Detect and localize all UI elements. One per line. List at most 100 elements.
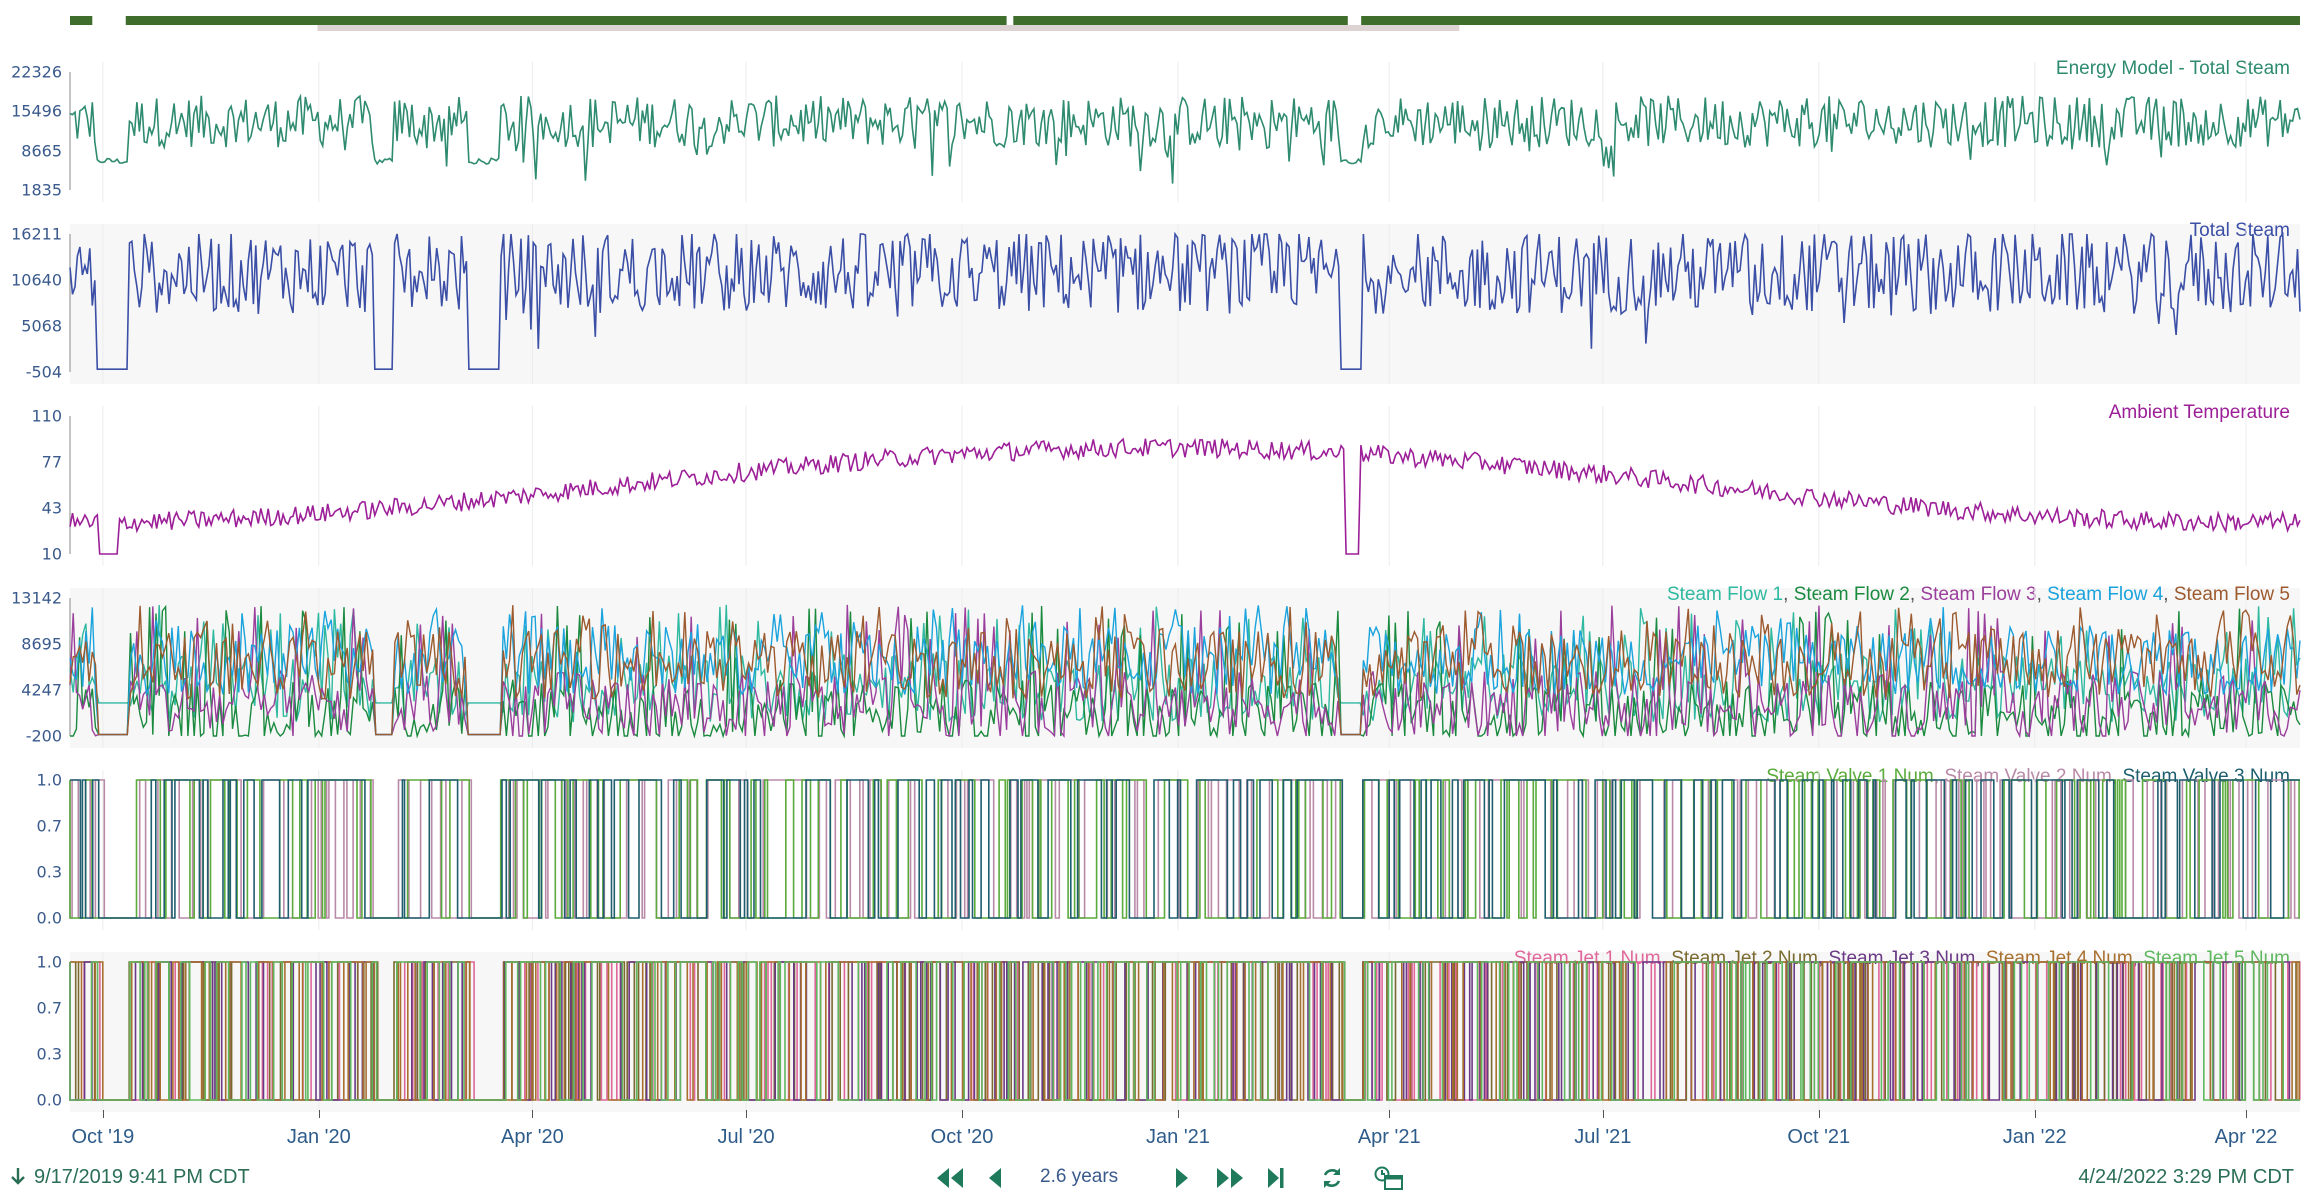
clock-window-icon bbox=[1374, 1166, 1403, 1190]
x-tick-label: Oct '19 bbox=[71, 1126, 135, 1148]
x-tick-mark bbox=[1389, 1110, 1391, 1118]
chart-panel-energy-model[interactable]: 22326 15496 8665 1835 Energy Model - Total S… bbox=[0, 58, 2304, 202]
jump-to-end-button[interactable] bbox=[1264, 1164, 1288, 1192]
x-tick-mark bbox=[1818, 1110, 1820, 1118]
x-tick-mark bbox=[1177, 1110, 1179, 1118]
x-tick-mark bbox=[746, 1110, 748, 1118]
x-tick-mark bbox=[532, 1110, 534, 1118]
skip-to-end-icon bbox=[1268, 1168, 1284, 1188]
plot-area[interactable] bbox=[69, 224, 2301, 384]
plot-area[interactable] bbox=[69, 62, 2301, 202]
step-back-button[interactable] bbox=[982, 1164, 1008, 1192]
legend-item[interactable]: Steam Flow 1 bbox=[1666, 584, 1784, 605]
timezone-button[interactable] bbox=[1372, 1164, 1406, 1192]
y-tick-label: 1835 bbox=[21, 180, 62, 200]
step-forward-fast-button[interactable] bbox=[1212, 1164, 1248, 1192]
legend-item[interactable]: Steam Flow 5 bbox=[2173, 584, 2290, 605]
legend-separator: , bbox=[1975, 948, 1986, 969]
plot-area[interactable] bbox=[69, 770, 2300, 930]
plot-area[interactable] bbox=[69, 588, 2301, 748]
x-tick-label: Apr '20 bbox=[501, 1126, 564, 1148]
plot-area[interactable] bbox=[69, 952, 2301, 1112]
legend-separator: , bbox=[1660, 948, 1672, 969]
y-tick-label: 0.3 bbox=[36, 1044, 62, 1064]
y-tick-label: 10640 bbox=[11, 270, 62, 290]
x-tick-label: Jan '20 bbox=[286, 1126, 351, 1148]
y-tick-label: 0.0 bbox=[36, 908, 62, 928]
y-tick-label: -504 bbox=[25, 362, 62, 382]
x-tick-label: Jan '22 bbox=[2002, 1126, 2067, 1148]
y-tick-label: 8695 bbox=[21, 634, 62, 654]
overview-window-handle[interactable] bbox=[317, 25, 1460, 31]
down-arrow-icon bbox=[11, 1168, 25, 1185]
legend-separator: , bbox=[2111, 766, 2123, 787]
y-tick-label: 0.0 bbox=[36, 1090, 62, 1110]
y-tick-label: 5068 bbox=[21, 316, 62, 336]
y-tick-label: 0.7 bbox=[36, 998, 62, 1018]
x-tick-mark bbox=[962, 1110, 963, 1118]
overview-gap bbox=[1006, 16, 1014, 25]
x-tick-mark bbox=[1602, 1110, 1604, 1118]
legend-separator: , bbox=[1783, 584, 1794, 605]
chart-panel-steam-valves[interactable]: 1.0 0.7 0.3 0.0 Steam Valve 1 Num, Steam Val… bbox=[0, 766, 2304, 930]
y-tick-label: 110 bbox=[31, 406, 62, 426]
legend-separator: , bbox=[2132, 948, 2144, 969]
plot-area[interactable] bbox=[69, 406, 2301, 566]
y-tick-label: 8665 bbox=[21, 141, 62, 161]
start-time-display[interactable]: 9/17/2019 9:41 PM CDT bbox=[10, 1166, 250, 1189]
y-tick-label: 1.0 bbox=[36, 770, 62, 790]
chart-panel-steam-flows[interactable]: 13142 8695 4247 -200 Steam Flow 1, Steam Flo… bbox=[0, 584, 2304, 748]
legend-separator: , bbox=[1933, 766, 1945, 787]
series-line-total-steam[interactable] bbox=[69, 231, 2301, 370]
overview-gap bbox=[92, 16, 126, 25]
y-tick-label: 13142 bbox=[11, 588, 62, 608]
left-arrow-icon bbox=[989, 1168, 1001, 1188]
duration-label[interactable]: 2.6 years bbox=[1040, 1166, 1119, 1187]
chart-panel-total-steam[interactable]: 16211 10640 5068 -504 Total Steam bbox=[0, 220, 2304, 384]
y-tick-label: 10 bbox=[41, 544, 62, 564]
double-right-arrow-icon bbox=[1217, 1168, 1243, 1188]
step-back-fast-button[interactable] bbox=[932, 1164, 968, 1192]
series-line-steam-flow-4[interactable] bbox=[69, 605, 2301, 736]
series-line-ambient-temperature[interactable] bbox=[69, 437, 2301, 555]
legend-item[interactable]: Steam Flow 2 bbox=[1793, 584, 1910, 605]
series-line-steam-valve-3-num[interactable] bbox=[70, 779, 2300, 919]
chart-panel-ambient-temperature[interactable]: 110 77 43 10 Ambient Temperature bbox=[0, 402, 2304, 566]
legend-item[interactable]: Ambient Temperature bbox=[2108, 402, 2290, 423]
legend-separator: , bbox=[1909, 584, 1921, 605]
refresh-button[interactable] bbox=[1318, 1164, 1346, 1192]
legend-item[interactable]: Steam Flow 4 bbox=[2047, 584, 2164, 605]
panel-legend: Total Steam bbox=[2190, 220, 2290, 242]
legend-item[interactable]: Energy Model - Total Steam bbox=[2055, 58, 2290, 79]
y-tick-label: 0.3 bbox=[36, 862, 62, 882]
x-tick-mark bbox=[318, 1110, 320, 1118]
overview-timeline[interactable] bbox=[70, 16, 2300, 40]
refresh-icon bbox=[1323, 1168, 1341, 1188]
series-line-steam-flow-5[interactable] bbox=[69, 605, 2301, 736]
legend-item[interactable]: Total Steam bbox=[2189, 220, 2290, 241]
y-tick-label: 43 bbox=[41, 498, 62, 518]
legend-separator: , bbox=[1817, 948, 1829, 969]
overview-data-bar bbox=[70, 16, 2300, 25]
y-tick-label: 4247 bbox=[21, 680, 62, 700]
x-tick-label: Oct '21 bbox=[1787, 1126, 1851, 1148]
x-tick-mark bbox=[2034, 1110, 2036, 1118]
series-line-steam-flow-2[interactable] bbox=[70, 604, 2301, 739]
legend-item[interactable]: Steam Valve 1 Num bbox=[1766, 766, 1934, 787]
series-line-steam-jet-5-num[interactable] bbox=[69, 961, 2300, 1101]
y-tick-label: -200 bbox=[25, 726, 62, 746]
series-line-energy-model-total-steam[interactable] bbox=[69, 93, 2301, 184]
right-arrow-icon bbox=[1176, 1168, 1188, 1188]
chart-panel-steam-jets[interactable]: 1.0 0.7 0.3 0.0 Steam Jet 1 Num, Steam Jet 2… bbox=[0, 948, 2304, 1112]
y-tick-label: 15496 bbox=[11, 101, 62, 121]
x-tick-label: Apr '22 bbox=[2214, 1126, 2278, 1148]
step-forward-button[interactable] bbox=[1170, 1164, 1194, 1192]
end-time-display[interactable]: 4/24/2022 3:29 PM CDT bbox=[2078, 1166, 2294, 1188]
x-axis: Oct '19 Jan '20 Apr '20 Jul '20 Oct '20 Jan '… bbox=[70, 1110, 2300, 1150]
series-line-steam-flow-3[interactable] bbox=[69, 604, 2301, 739]
x-tick-label: Jul '21 bbox=[1574, 1126, 1632, 1148]
y-tick-label: 22326 bbox=[11, 62, 62, 82]
panel-legend: Energy Model - Total Steam bbox=[2056, 58, 2290, 80]
legend-item[interactable]: Steam Flow 3 bbox=[1920, 584, 2037, 605]
y-tick-label: 0.7 bbox=[36, 816, 62, 836]
